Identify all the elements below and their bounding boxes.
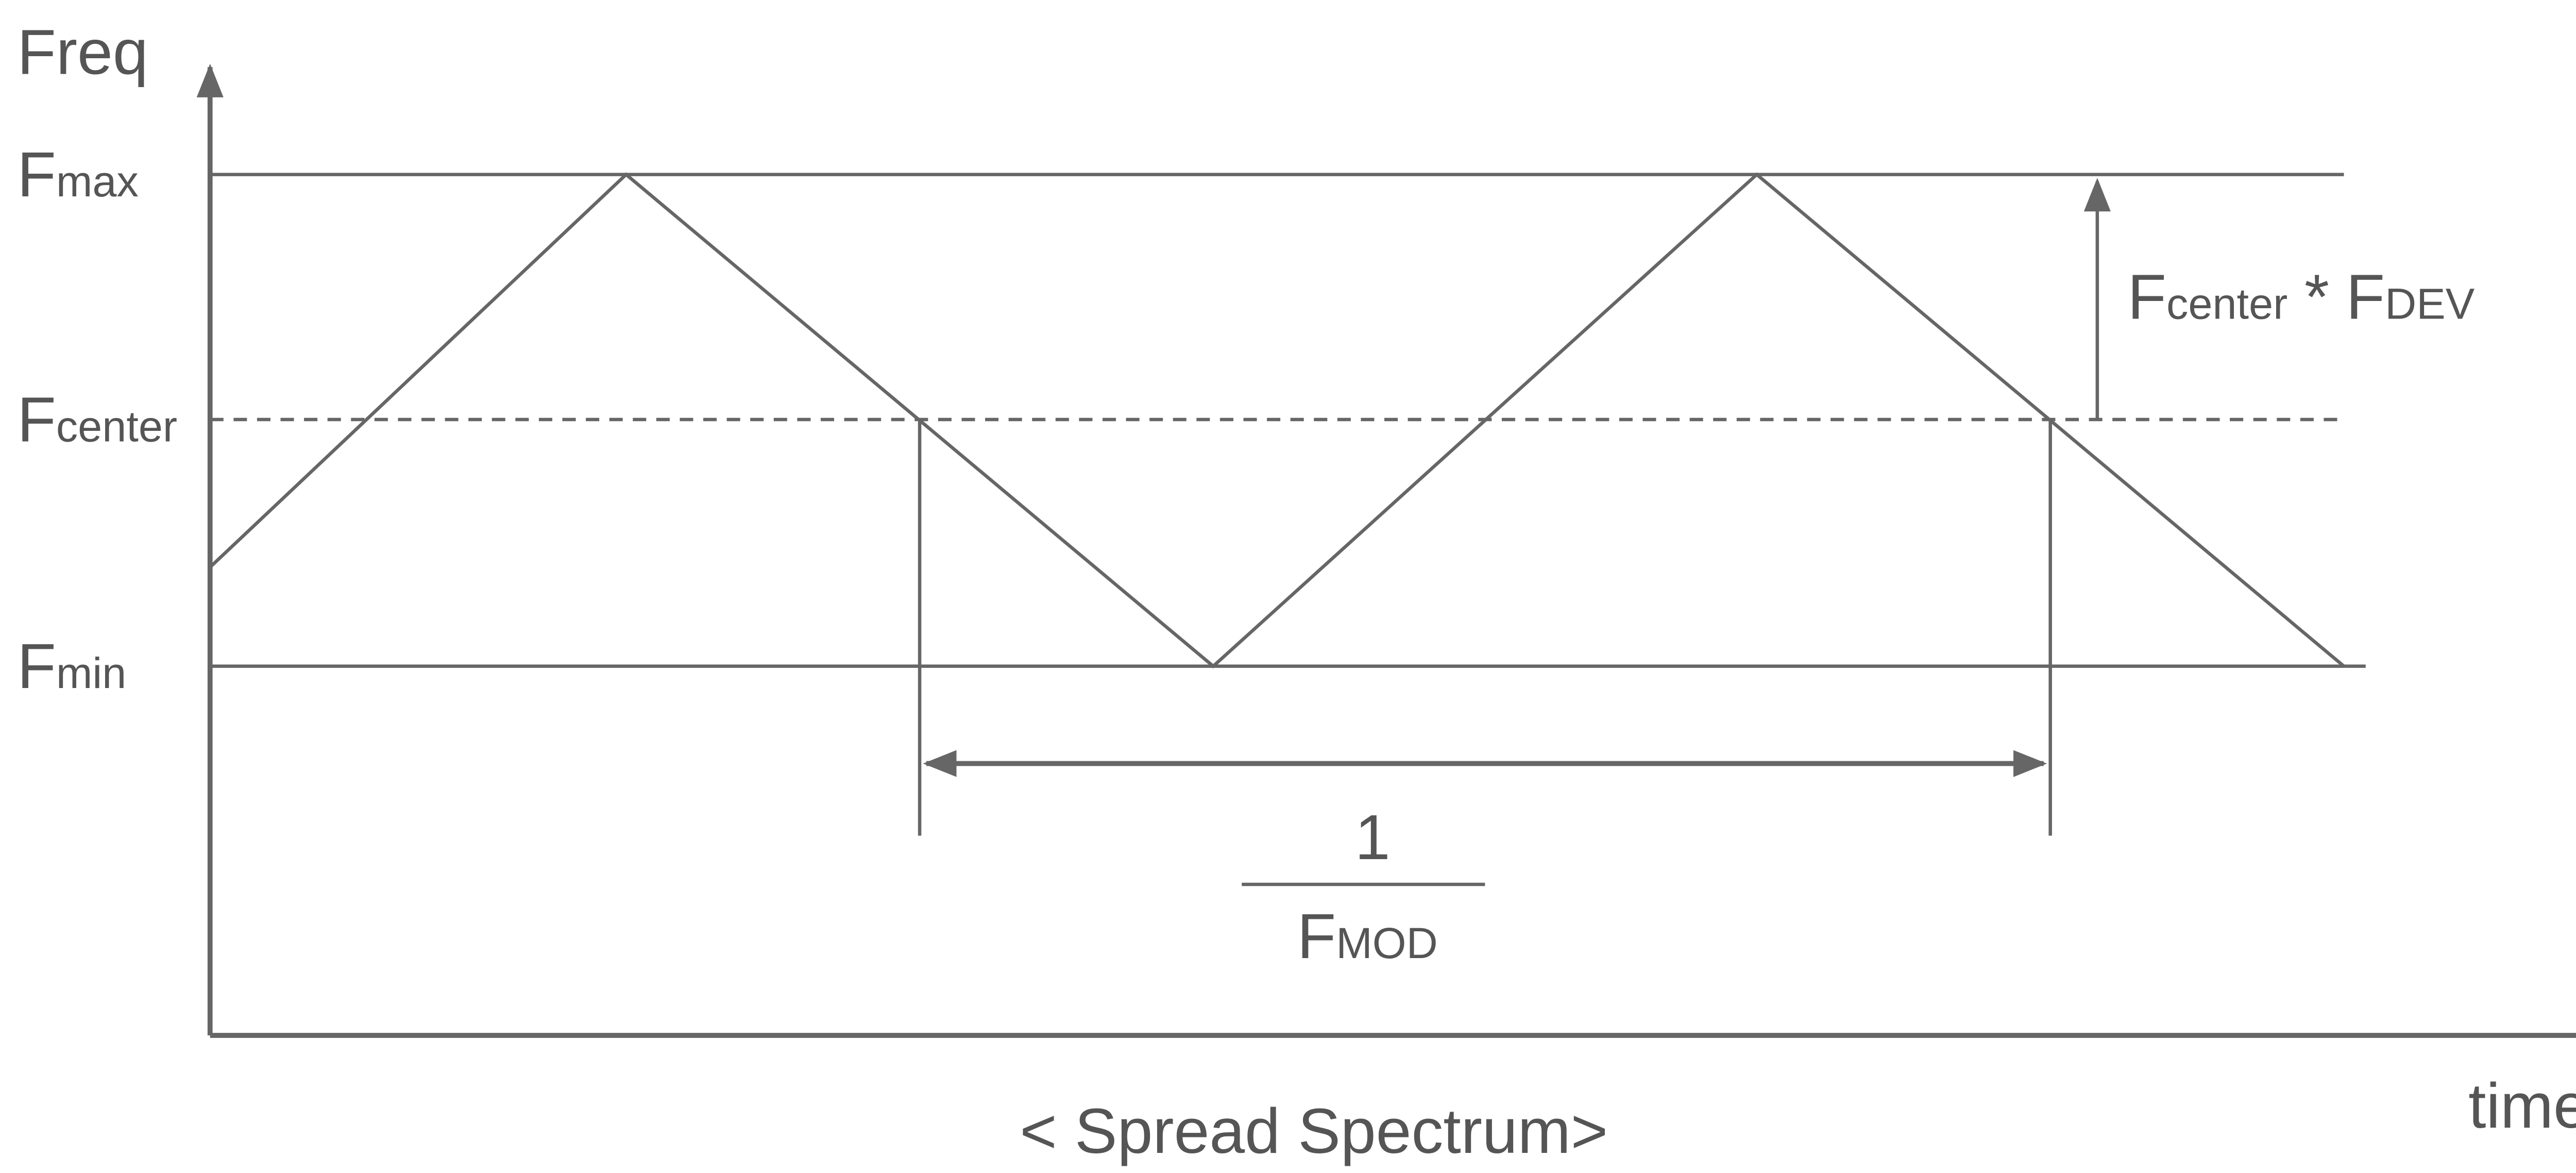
- x-axis-label: time: [2468, 1070, 2576, 1142]
- label-part: F: [17, 384, 56, 455]
- label-part: *: [2304, 262, 2329, 333]
- deviation-label: Fcenter * FDEV: [2127, 262, 2475, 333]
- label-part: F: [17, 139, 56, 210]
- label-part: min: [56, 648, 126, 697]
- y-axis-label: Freq: [17, 16, 148, 88]
- label-part: center: [56, 401, 177, 450]
- label-part: MOD: [1336, 918, 1437, 967]
- label-part: F: [1297, 901, 1336, 972]
- period-denominator: FMOD: [1297, 901, 1438, 972]
- caption: < Spread Spectrum>: [1020, 1096, 1608, 1167]
- triangle-wave: [209, 172, 2345, 668]
- label-part: center: [2166, 279, 2287, 328]
- label-part: DEV: [2385, 279, 2475, 328]
- period-numerator: 1: [1355, 802, 1391, 873]
- label-part: F: [2127, 262, 2166, 333]
- level-label: Fmin: [17, 631, 126, 702]
- label-part: max: [56, 157, 139, 206]
- label-part: F: [17, 631, 56, 702]
- label-part: F: [2346, 262, 2385, 333]
- level-label: Fcenter: [17, 384, 177, 455]
- level-label: Fmax: [17, 139, 138, 210]
